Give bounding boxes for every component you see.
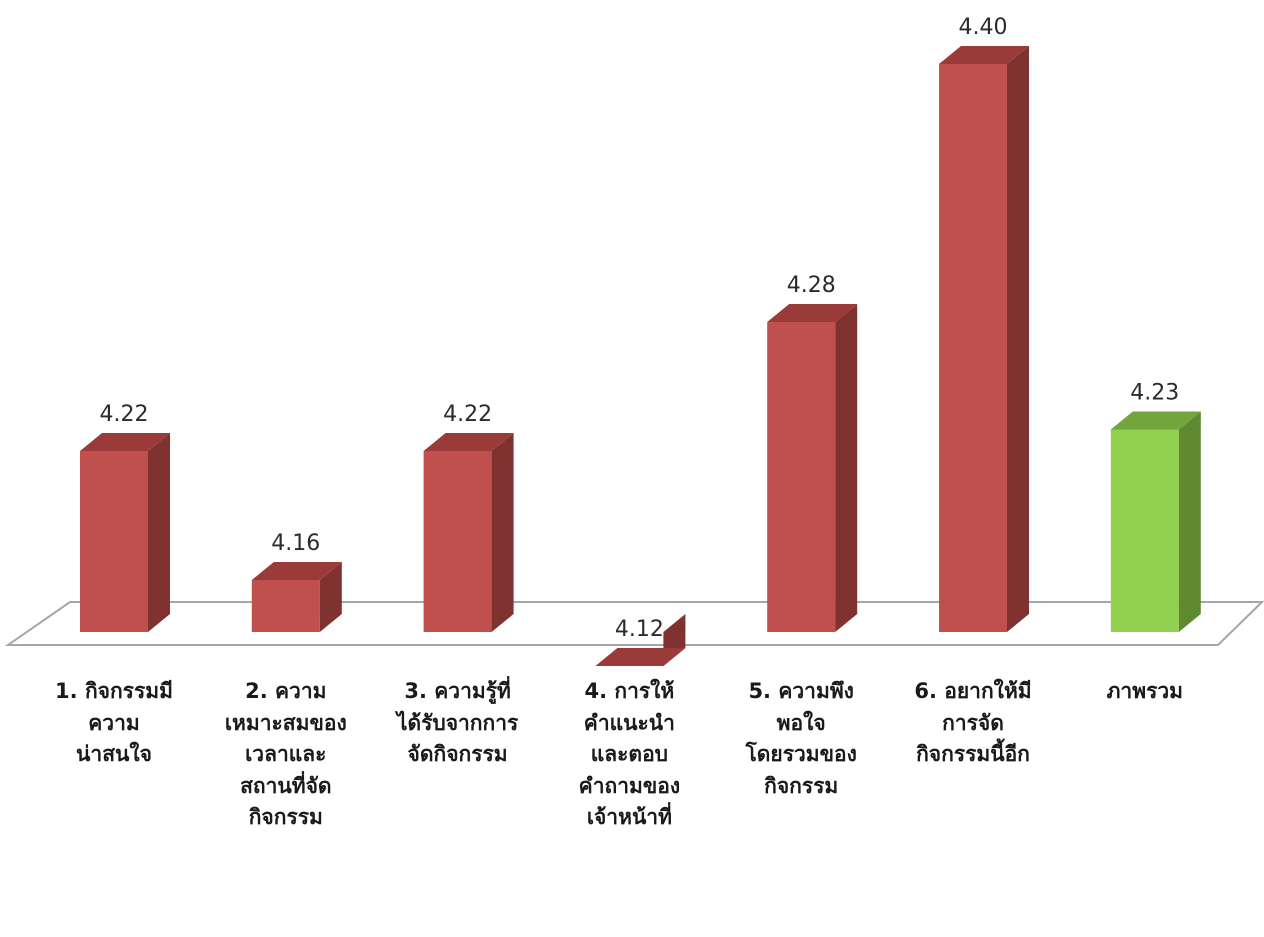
- category-label-3: 3. ความรู้ที่ได้รับจากการจัดกิจกรรม: [374, 676, 542, 771]
- category-label-line: เวลาและ: [245, 742, 327, 766]
- value-label-4: 4.12: [615, 617, 664, 642]
- value-label-3: 4.22: [443, 402, 492, 427]
- bar-front-7: [1110, 429, 1179, 632]
- bar-top-5: [767, 304, 858, 322]
- category-label-line: ได้รับจากการ: [396, 710, 519, 735]
- bar-3: [423, 433, 514, 632]
- category-label-line: เจ้าหน้าที่: [586, 805, 672, 829]
- bar-front-5: [767, 322, 836, 632]
- bar-top-1: [80, 433, 170, 451]
- bar-top-6: [939, 46, 1029, 64]
- value-label-6: 4.40: [959, 15, 1008, 40]
- category-label-line: 4. การให้: [584, 679, 675, 703]
- bar-top-3: [423, 433, 514, 451]
- category-label-line: จัดกิจกรรม: [407, 742, 508, 766]
- category-label-line: 3. ความรู้ที่: [404, 679, 511, 703]
- category-label-line: สถานที่จัด: [240, 773, 332, 798]
- bar-1: [80, 433, 170, 632]
- category-label-7: ภาพรวม: [1061, 676, 1229, 708]
- bar-side-2: [319, 562, 342, 632]
- bar-7: [1110, 411, 1201, 632]
- category-label-line: ความ: [88, 710, 140, 735]
- category-label-line: เหมาะสมของ: [224, 710, 347, 735]
- category-label-line: พอใจ: [776, 710, 826, 735]
- bar-top-2: [251, 562, 342, 580]
- bar-front-6: [939, 64, 1007, 632]
- category-label-line: กิจกรรม: [248, 805, 323, 829]
- bar-side-6: [1007, 46, 1029, 632]
- bar-2: [251, 562, 342, 632]
- value-label-1: 4.22: [100, 402, 149, 427]
- bar-side-5: [835, 304, 858, 632]
- bar-front-2: [251, 580, 320, 632]
- category-label-2: 2. ความเหมาะสมของเวลาและสถานที่จัดกิจกรร…: [202, 676, 370, 834]
- category-label-line: คำถามของ: [578, 773, 681, 798]
- value-label-2: 4.16: [271, 531, 320, 556]
- category-label-line: โดยรวมของ: [745, 742, 857, 766]
- bar-4: [595, 614, 686, 666]
- bar-side-3: [491, 433, 514, 632]
- category-label-line: กิจกรรม: [764, 773, 839, 798]
- bar-top-4: [595, 648, 686, 666]
- value-label-group: 4.22 4.16 4.22 4.12 4.28 4.40 4.23: [100, 15, 1180, 642]
- category-label-line: การจัด: [942, 710, 1004, 735]
- bar-group: [80, 46, 1201, 666]
- category-label-line: 2. ความ: [245, 679, 327, 703]
- category-label-line: ภาพรวม: [1106, 679, 1183, 703]
- category-label-line: น่าสนใจ: [76, 742, 152, 766]
- category-label-line: 6. อยากให้มี: [914, 679, 1032, 703]
- value-label-7: 4.23: [1130, 381, 1179, 406]
- category-label-line: 1. กิจกรรมมี: [55, 679, 173, 703]
- bar-front-3: [423, 451, 492, 632]
- category-label-5: 5. ความพึงพอใจโดยรวมของกิจกรรม: [717, 676, 885, 802]
- bar-front-1: [80, 451, 148, 632]
- bar-top-7: [1110, 411, 1201, 430]
- bar-5: [767, 304, 858, 632]
- bar-side-1: [148, 433, 170, 632]
- category-label-line: และตอบ: [590, 742, 669, 766]
- category-label-6: 6. อยากให้มีการจัดกิจกรรมนี้อีก: [889, 676, 1057, 771]
- bar-side-7: [1178, 411, 1201, 632]
- category-label-line: คำแนะนำ: [583, 710, 675, 735]
- bar-6: [939, 46, 1029, 632]
- category-label-1: 1. กิจกรรมมีความน่าสนใจ: [30, 676, 198, 771]
- category-label-4: 4. การให้คำแนะนำและตอบคำถามของเจ้าหน้าที…: [545, 676, 713, 834]
- category-label-line: 5. ความพึง: [748, 679, 854, 703]
- category-label-line: กิจกรรมนี้อีก: [916, 742, 1030, 766]
- value-label-5: 4.28: [787, 273, 836, 298]
